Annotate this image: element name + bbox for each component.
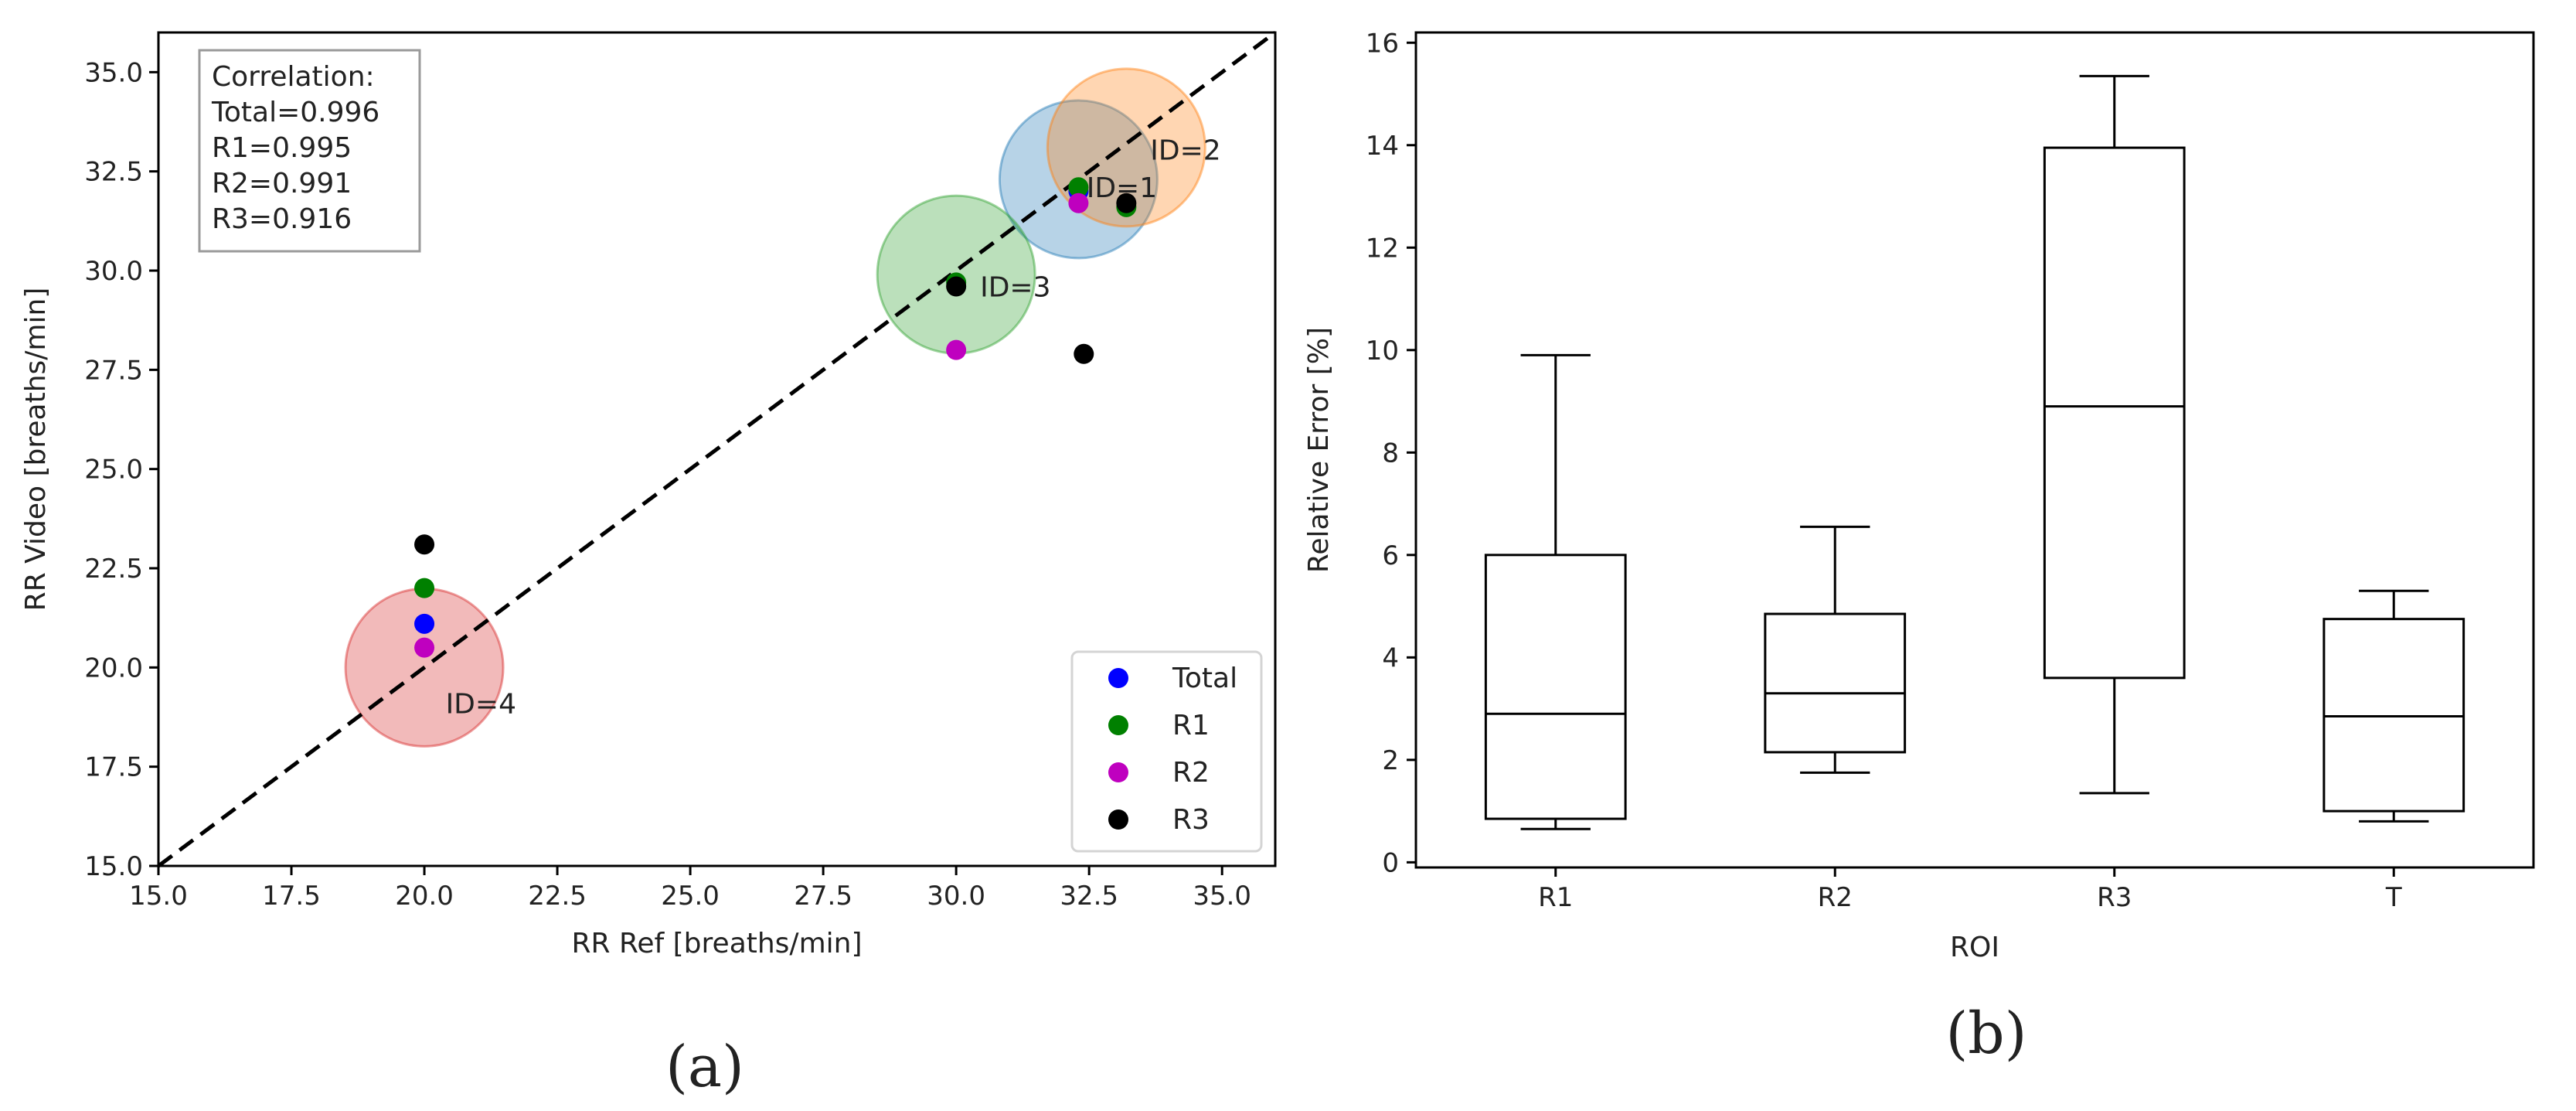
correlation-box: Correlation: Total=0.996 R1=0.995 R2=0.991 R…	[198, 49, 421, 253]
correlation-line-2: R1=0.995	[212, 132, 352, 164]
y-tick-label: 2	[1382, 745, 1399, 776]
point-r1-1	[414, 578, 435, 598]
box-plots	[1484, 74, 2465, 830]
point-r3-2	[946, 276, 967, 297]
identity-line	[157, 30, 1277, 868]
x-tick-label: 25.0	[661, 881, 720, 912]
panel-a-caption: (a)	[665, 1034, 744, 1100]
point-r3-4	[1116, 193, 1137, 213]
scatter-plot-frame	[157, 31, 1277, 867]
subject-label-3: ID=3	[980, 271, 1050, 303]
y-tick-label: 0	[1382, 847, 1399, 878]
correlation-line-1: Total=0.996	[211, 97, 379, 128]
correlation-box-frame	[198, 49, 421, 253]
legend-label-r3: R3	[1172, 804, 1210, 836]
y-tick-label: 15.0	[84, 851, 143, 882]
boxplot-x-axis-label: ROI	[1950, 932, 1999, 963]
point-r3-1	[414, 534, 435, 555]
legend-marker-r3	[1108, 809, 1128, 830]
y-tick-label: 6	[1382, 540, 1399, 571]
x-tick-label: 20.0	[395, 881, 454, 912]
boxplot-panel: R1 R2 R3 T 0 2 4 6 8 10 12 14 16 ROI Relative Error…	[1303, 28, 2535, 1067]
boxplot-frame	[1414, 31, 2535, 869]
point-r2-2	[946, 339, 967, 360]
y-tick-label: 14	[1366, 131, 1399, 162]
y-tick-label: 20.0	[84, 653, 143, 683]
iqr-box-r1	[1484, 554, 1627, 820]
y-tick-label: 35.0	[84, 57, 143, 88]
y-tick-label: 25.0	[84, 455, 143, 486]
y-tick-label: 16	[1366, 28, 1399, 59]
legend-label-r1: R1	[1172, 710, 1210, 741]
point-r2-1	[414, 637, 435, 658]
y-tick-label: 32.5	[84, 157, 143, 188]
legend-marker-r2	[1108, 762, 1128, 782]
correlation-line-4: R3=0.916	[212, 203, 352, 235]
x-tick-label: 17.5	[262, 881, 321, 912]
box-r1	[1484, 353, 1627, 830]
point-r2-3	[1068, 193, 1089, 213]
y-tick-label: 30.0	[84, 256, 143, 287]
scatter-y-axis-label: RR Video [breaths/min]	[20, 288, 52, 612]
subject-label-2: ID=2	[1150, 135, 1220, 166]
x-tick-label-r3: R3	[2097, 882, 2132, 913]
legend-marker-total	[1108, 668, 1128, 688]
y-tick-label: 22.5	[84, 554, 143, 584]
boxplot-x-ticks: R1 R2 R3 T	[1538, 867, 2402, 913]
y-tick-label: 17.5	[84, 752, 143, 783]
correlation-line-3: R2=0.991	[212, 168, 352, 199]
x-tick-label-r2: R2	[1818, 882, 1853, 913]
box-t	[2322, 589, 2465, 823]
x-tick-label-r1: R1	[1538, 882, 1573, 913]
box-r3	[2043, 74, 2186, 795]
iqr-box-r2	[1764, 612, 1907, 754]
x-tick-label-t: T	[2385, 882, 2402, 913]
panel-b-caption: (b)	[1945, 1000, 2026, 1067]
scatter-x-axis-label: RR Ref [breaths/min]	[572, 928, 863, 959]
legend-label-r2: R2	[1172, 757, 1210, 789]
legend-marker-r1	[1108, 715, 1128, 735]
boxplot-y-ticks: 0 2 4 6 8 10 12 14 16	[1366, 28, 1416, 878]
scatter-panel: ID=1 ID=2 ID=3 ID=4 15.0 17.5 20.0 22.5 25.0 27.…	[20, 30, 1277, 1100]
y-tick-label: 4	[1382, 642, 1399, 673]
point-total-1	[414, 613, 435, 634]
iqr-box-t	[2322, 618, 2465, 813]
data-points	[414, 177, 1137, 658]
y-tick-label: 27.5	[84, 355, 143, 386]
scatter-legend: Total R1 R2 R3	[1070, 650, 1263, 853]
y-tick-label: 10	[1366, 336, 1399, 366]
y-tick-label: 12	[1366, 233, 1399, 264]
subject-label-4: ID=4	[446, 688, 516, 720]
x-tick-label: 32.5	[1060, 881, 1118, 912]
x-tick-label: 22.5	[528, 881, 587, 912]
legend-label-total: Total	[1172, 663, 1237, 694]
point-r3-3	[1074, 343, 1094, 364]
y-tick-label: 8	[1382, 438, 1399, 469]
correlation-line-0: Correlation:	[212, 61, 375, 93]
x-tick-label: 30.0	[927, 881, 985, 912]
subject-label-1: ID=1	[1087, 172, 1157, 204]
legend-frame	[1070, 650, 1263, 853]
x-tick-label: 27.5	[794, 881, 852, 912]
x-tick-label: 15.0	[129, 881, 188, 912]
iqr-box-r3	[2043, 146, 2186, 680]
subject-labels: ID=1 ID=2 ID=3 ID=4	[446, 135, 1221, 720]
boxplot-y-axis-label: Relative Error [%]	[1303, 327, 1335, 573]
scatter-x-ticks: 15.0 17.5 20.0 22.5 25.0 27.5 30.0 32.5 35.0	[129, 866, 1251, 912]
box-r2	[1764, 525, 1907, 774]
x-tick-label: 35.0	[1193, 881, 1251, 912]
point-r1-3	[1068, 177, 1089, 198]
scatter-y-ticks: 15.0 17.5 20.0 22.5 25.0 27.5 30.0 32.5 35.0	[84, 57, 158, 882]
